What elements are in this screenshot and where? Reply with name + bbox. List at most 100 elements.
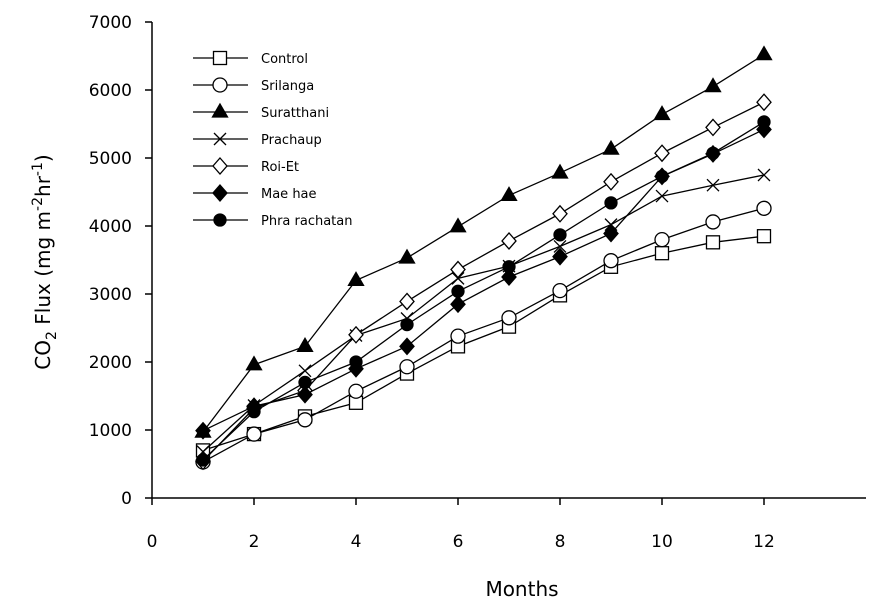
- legend-item-roi-et: Roi-Et: [193, 157, 299, 175]
- data-point-srilanga: [297, 412, 313, 428]
- series-control: [195, 229, 772, 458]
- data-point-roi-et: [756, 93, 772, 112]
- data-point-phra-rachatan: [655, 169, 669, 184]
- y-tick-label: 4000: [89, 217, 132, 237]
- data-point-prachaup: [298, 364, 312, 378]
- data-point-srilanga: [705, 214, 721, 230]
- legend-marker-phra-rachatan: [213, 213, 227, 227]
- data-point-phra-rachatan: [196, 453, 210, 467]
- y-tick-label: 5000: [89, 149, 132, 169]
- x-tick-label: 6: [453, 532, 464, 552]
- x-tick-label: 8: [555, 532, 566, 552]
- data-point-srilanga: [603, 253, 619, 269]
- data-point-prachaup: [655, 189, 669, 203]
- data-point-srilanga: [756, 200, 772, 216]
- data-point-phra-rachatan: [349, 355, 363, 369]
- data-point-phra-rachatan: [451, 284, 465, 298]
- series-roi-et: [195, 93, 772, 471]
- data-point-roi-et: [552, 204, 568, 223]
- data-point-prachaup: [553, 239, 567, 253]
- data-point-phra-rachatan: [298, 375, 312, 390]
- legend-marker-roi-et: [212, 157, 228, 175]
- data-point-suratthani: [704, 77, 722, 93]
- data-point-roi-et: [450, 260, 466, 279]
- data-point-srilanga: [399, 359, 415, 375]
- y-tick-label: 0: [121, 489, 132, 509]
- plot-area: 0 2 4 6 8 10 12 01000200030004000500060007000 …: [89, 13, 866, 552]
- x-tick-label: 10: [651, 532, 673, 552]
- data-point-control: [654, 246, 670, 261]
- legend-label: Suratthani: [261, 106, 329, 121]
- legend-label: Prachaup: [261, 133, 322, 148]
- data-point-suratthani: [602, 139, 620, 155]
- data-point-srilanga: [246, 426, 262, 442]
- y-tick-label: 6000: [89, 81, 132, 101]
- data-point-prachaup: [706, 178, 720, 192]
- legend-label: Srilanga: [261, 79, 314, 94]
- data-point-srilanga: [348, 383, 364, 399]
- legend-marker-srilanga: [212, 77, 228, 93]
- series-layer: [194, 45, 773, 471]
- legend: Control Srilanga Suratthani Prachaup Roi-Et M…: [193, 50, 353, 229]
- series-suratthani: [194, 45, 773, 438]
- data-point-mae-hae: [297, 385, 313, 404]
- legend-marker-prachaup: [213, 132, 227, 146]
- legend-marker-suratthani: [211, 102, 229, 118]
- x-tick-label: 0: [147, 532, 158, 552]
- x-ticks: 0 2 4 6 8 10 12: [147, 498, 775, 552]
- data-point-roi-et: [705, 118, 721, 137]
- data-point-roi-et: [501, 231, 517, 250]
- x-tick-label: 2: [249, 532, 260, 552]
- data-point-control: [756, 229, 772, 244]
- data-point-srilanga: [501, 310, 517, 326]
- data-point-roi-et: [348, 325, 364, 344]
- data-point-suratthani: [449, 217, 467, 233]
- data-point-phra-rachatan: [706, 146, 720, 160]
- series-line-suratthani: [202, 54, 765, 433]
- data-point-suratthani: [653, 105, 671, 121]
- x-tick-label: 12: [753, 532, 775, 552]
- data-point-suratthani: [347, 271, 365, 287]
- data-point-phra-rachatan: [553, 228, 567, 242]
- legend-item-prachaup: Prachaup: [193, 132, 322, 148]
- y-tick-label: 3000: [89, 285, 132, 305]
- data-point-roi-et: [654, 144, 670, 163]
- legend-item-srilanga: Srilanga: [193, 77, 314, 94]
- data-point-phra-rachatan: [757, 115, 771, 129]
- data-point-prachaup: [757, 168, 771, 182]
- data-point-mae-hae: [195, 421, 211, 440]
- series-prachaup: [196, 168, 771, 459]
- legend-marker-mae-hae: [212, 184, 228, 202]
- data-point-control: [705, 235, 721, 250]
- legend-label: Phra rachatan: [261, 214, 353, 229]
- y-tick-label: 1000: [89, 421, 132, 441]
- y-ticks: 0 1000 2000 3000 4000 5000 6000 7000: [89, 13, 152, 509]
- data-point-phra-rachatan: [247, 404, 261, 419]
- data-point-srilanga: [450, 328, 466, 344]
- series-srilanga: [195, 200, 772, 470]
- series-line-phra-rachatan: [202, 121, 765, 461]
- data-point-srilanga: [552, 282, 568, 299]
- series-phra-rachatan: [196, 115, 771, 467]
- series-line-prachaup: [202, 174, 765, 453]
- series-line-control: [202, 235, 765, 452]
- data-point-suratthani: [551, 163, 569, 179]
- x-tick-label: 4: [351, 532, 362, 552]
- series-line-srilanga: [202, 207, 765, 463]
- legend-item-phra-rachatan: Phra rachatan: [193, 213, 353, 229]
- data-point-mae-hae: [603, 224, 619, 243]
- data-point-mae-hae: [450, 295, 466, 314]
- data-point-roi-et: [399, 292, 415, 311]
- data-point-mae-hae: [501, 268, 517, 286]
- data-point-phra-rachatan: [502, 260, 516, 274]
- legend-item-mae-hae: Mae hae: [193, 184, 317, 202]
- data-point-srilanga: [654, 231, 670, 248]
- data-point-suratthani: [296, 337, 314, 353]
- legend-item-suratthani: Suratthani: [193, 102, 329, 121]
- legend-label: Roi-Et: [261, 160, 299, 175]
- legend-label: Mae hae: [261, 187, 317, 202]
- legend-label: Control: [261, 52, 308, 67]
- data-point-suratthani: [755, 45, 773, 61]
- legend-marker-control: [212, 50, 228, 66]
